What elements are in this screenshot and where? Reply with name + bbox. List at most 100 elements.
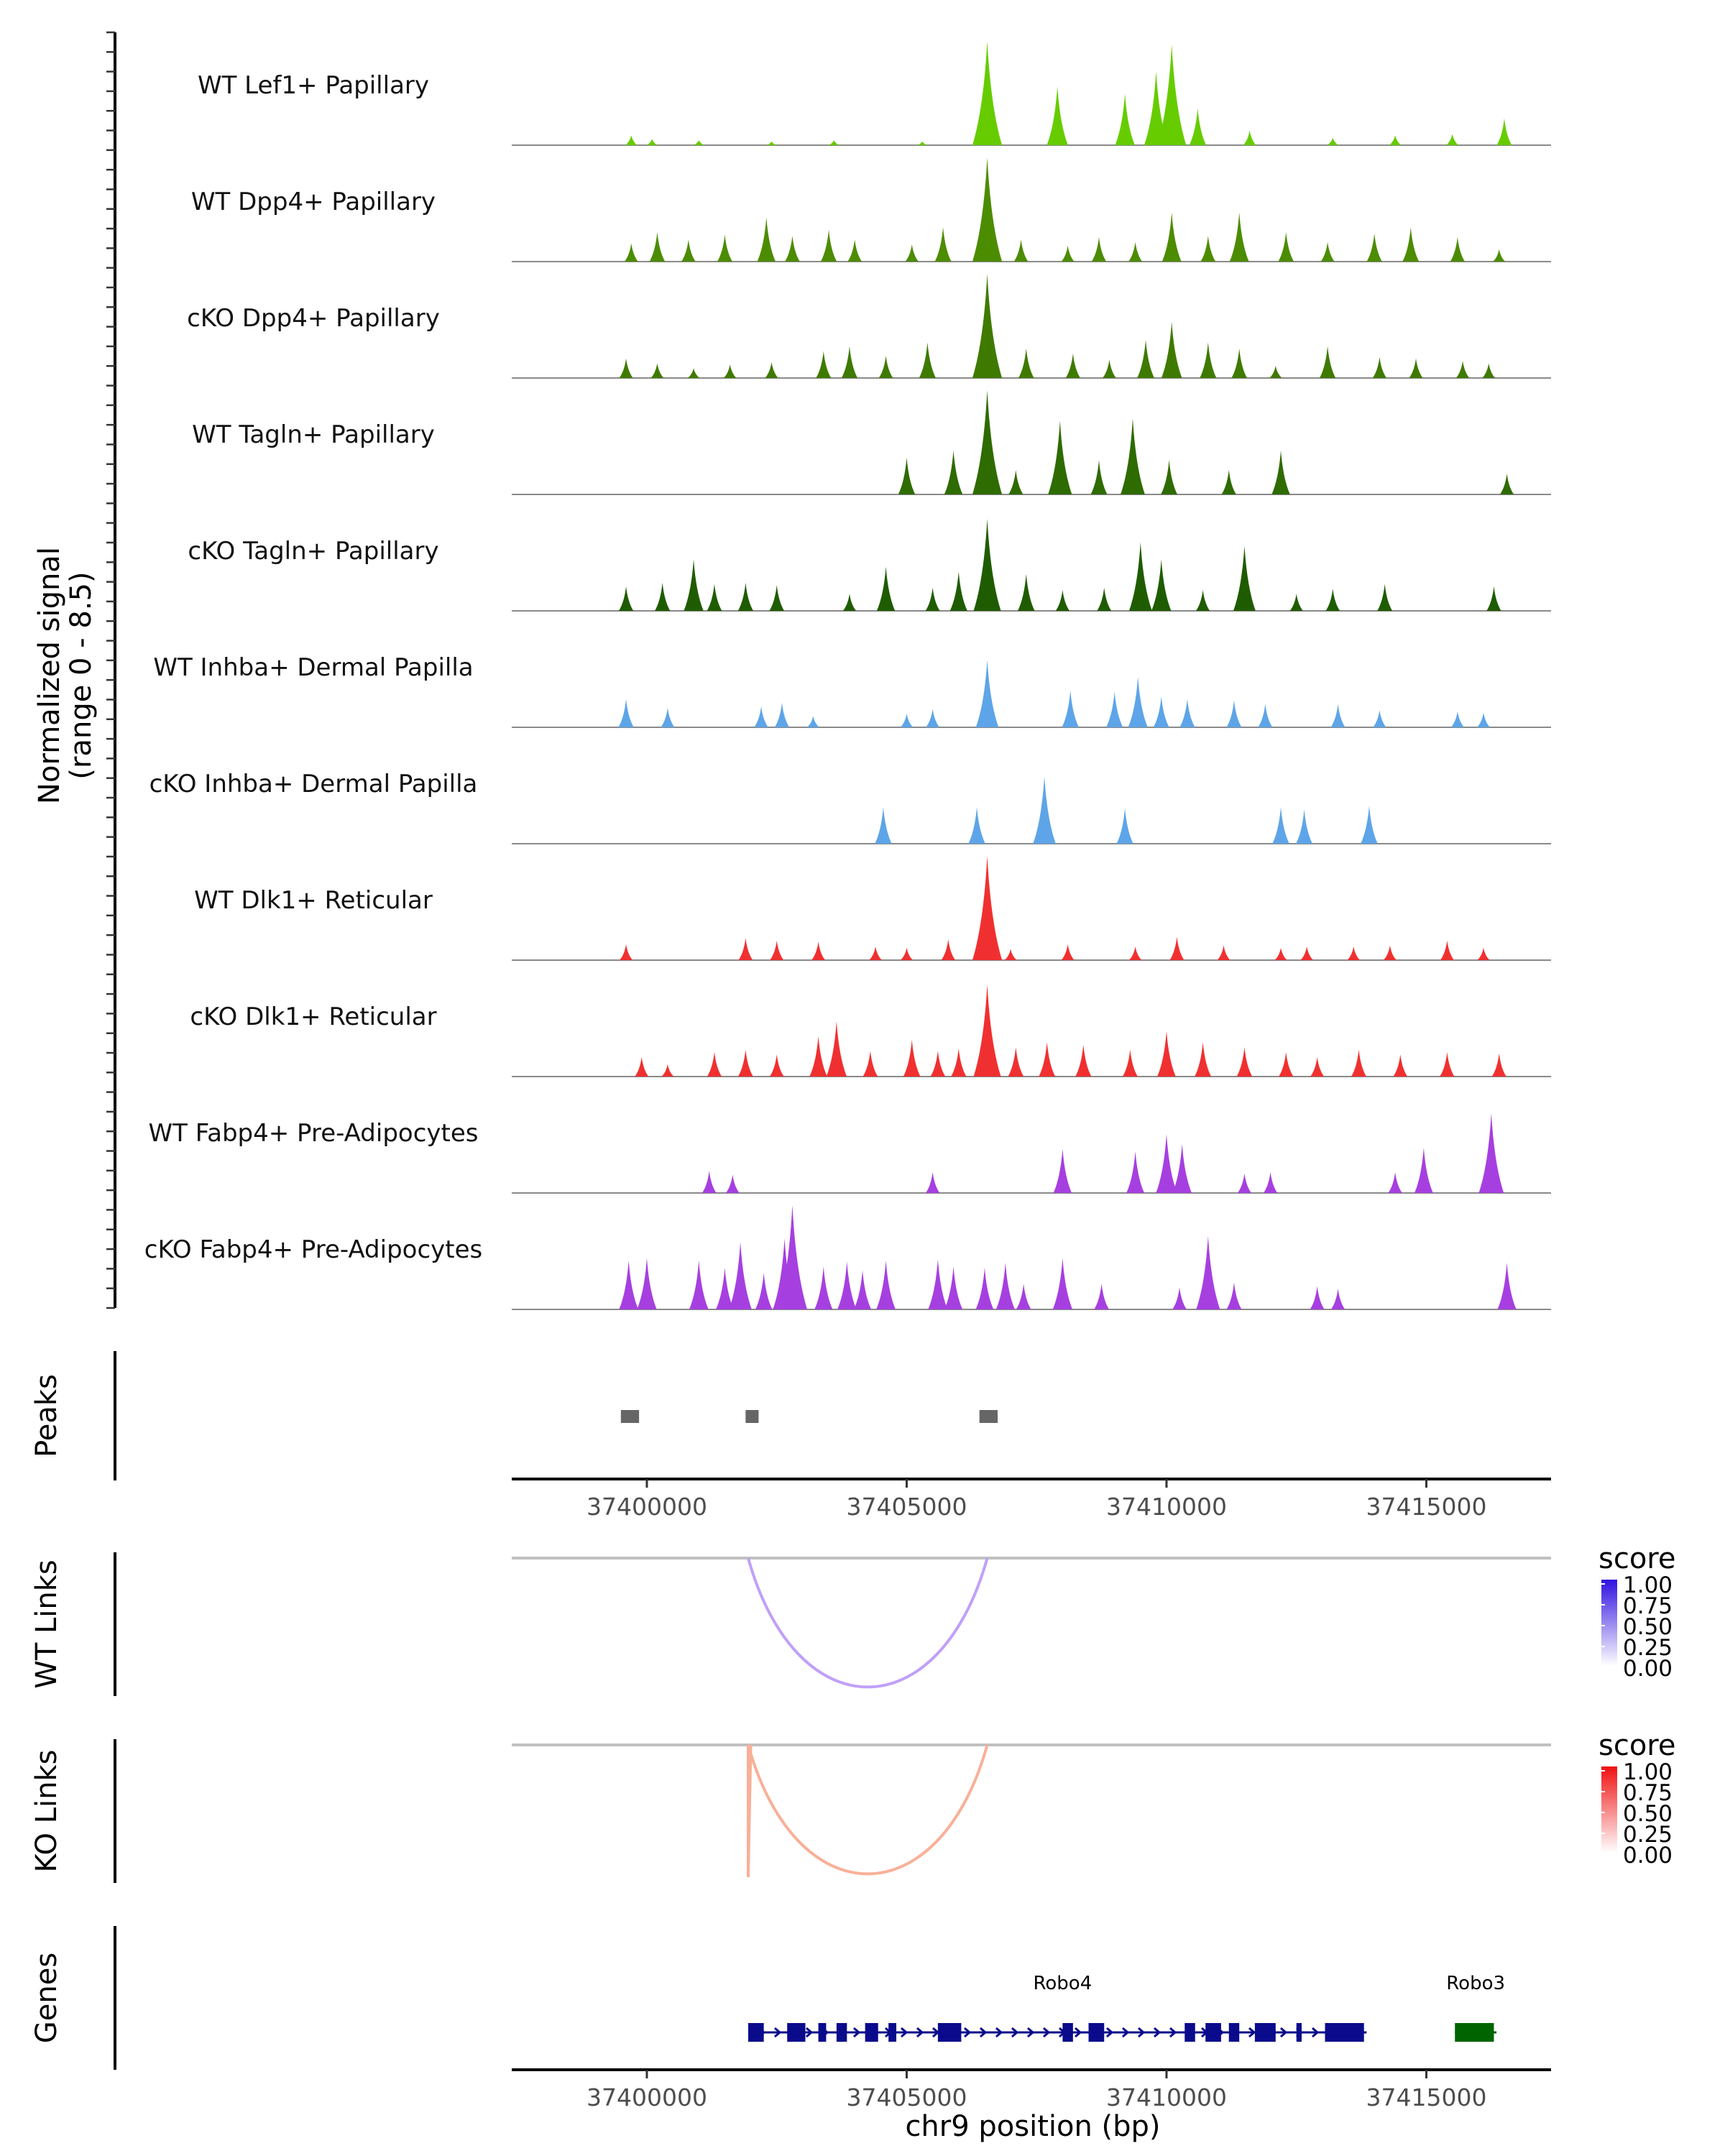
signal-peak [1172, 1143, 1192, 1193]
signal-peak [826, 1021, 847, 1077]
signal-peak [1330, 1289, 1346, 1309]
signal-peak [1237, 1173, 1251, 1193]
signal-peak [1383, 945, 1397, 960]
signal-peak [1393, 1054, 1408, 1077]
strand-arrow [1074, 2027, 1082, 2038]
signal-peak [1233, 545, 1256, 611]
signal-peak [689, 1260, 709, 1309]
track-cko-fabp4-pre-adipocytes: cKO Fabp4+ Pre-Adipocytes [144, 1205, 1551, 1310]
signal-peak [769, 585, 785, 611]
signal-peak [729, 1242, 752, 1309]
signal-peak [766, 141, 777, 145]
exon [1062, 2023, 1073, 2042]
signal-peak [1372, 357, 1387, 378]
exon [1088, 2023, 1105, 2042]
signal-peak [973, 519, 1001, 611]
legend-tick-label: 0.75 [1623, 1780, 1673, 1806]
strand-arrow [1121, 2027, 1130, 2038]
signal-peak [654, 582, 671, 611]
y-axis-label: Normalized signal(range 0 - 8.5) [33, 547, 98, 804]
signal-peak [1269, 365, 1282, 378]
signal-peak [1013, 239, 1029, 262]
signal-peak [1499, 474, 1514, 494]
legend-tick-label: 1.00 [1623, 1572, 1673, 1598]
strand-arrow [1153, 2027, 1162, 2038]
signal-peak [1327, 137, 1339, 145]
signal-peak [619, 1260, 639, 1309]
strand-arrow [1169, 2027, 1177, 2038]
signal-peak [898, 457, 916, 494]
peak-region [979, 1410, 998, 1423]
signal-peak [837, 1261, 857, 1309]
signal-peak [972, 274, 1003, 378]
signal-peak [684, 559, 704, 611]
signal-peak [1137, 340, 1155, 378]
signal-peak [876, 566, 896, 611]
signal-peak [1018, 349, 1034, 378]
signal-peak [1320, 241, 1335, 262]
legend-colorbar [1601, 1766, 1617, 1853]
signal-peak [1008, 1047, 1024, 1077]
signal-peak [707, 1051, 722, 1077]
signal-peak [1195, 590, 1210, 611]
signal-peak [1046, 86, 1068, 145]
legend-tick-label: 0.50 [1623, 1614, 1673, 1640]
track-label: WT Lef1+ Papillary [198, 71, 429, 100]
signal-peak [646, 139, 658, 145]
signal-peak [681, 239, 696, 262]
signal-peak [1128, 677, 1148, 727]
signal-peak [1229, 212, 1249, 262]
signal-peak [765, 361, 778, 378]
signal-peak [1106, 691, 1123, 727]
legend-tick-label: 0.50 [1623, 1801, 1673, 1827]
peak-region [620, 1410, 640, 1423]
signal-peak [717, 234, 732, 262]
signal-peak [1226, 700, 1242, 727]
exon [888, 2023, 897, 2042]
signal-peak [715, 1268, 734, 1309]
signal-peak [944, 450, 963, 494]
signal-peak [754, 706, 768, 727]
track-label: WT Fabp4+ Pre-Adipocytes [149, 1119, 479, 1148]
signal-peak [661, 707, 675, 727]
signal-peak [1156, 1134, 1177, 1193]
signal-peak [1061, 245, 1075, 262]
signal-peak [1122, 1049, 1138, 1077]
link-arc [746, 1744, 753, 1878]
gene-name: Robo4 [1033, 1973, 1092, 1994]
signal-peak [661, 1064, 674, 1077]
signal-peak [995, 1263, 1015, 1309]
signal-peak [1440, 940, 1454, 960]
exon [836, 2023, 847, 2042]
signal-peak [723, 364, 737, 378]
signal-peak [1377, 584, 1393, 611]
strand-arrow [995, 2027, 1003, 2038]
signal-peak [1189, 108, 1207, 145]
signal-peak [650, 363, 664, 378]
signal-peak [1366, 233, 1382, 262]
signal-peak [1388, 1172, 1402, 1193]
x-tick-label: 37405000 [846, 2083, 967, 2111]
strand-arrow [1279, 2027, 1288, 2038]
signal-peak [1446, 134, 1459, 145]
signal-peak [1450, 711, 1464, 727]
signal-peak [1179, 699, 1195, 727]
signal-peak [973, 985, 1001, 1077]
signal-peak [1330, 704, 1346, 727]
signal-peak [1347, 946, 1361, 960]
signal-peak [1482, 363, 1496, 378]
track-wt-fabp4-pre-adipocytes: WT Fabp4+ Pre-Adipocytes [149, 1113, 1551, 1194]
signal-peak [841, 346, 858, 378]
strand-arrow [1105, 2027, 1114, 2038]
signal-peak [925, 1172, 940, 1193]
exon [1325, 2023, 1364, 2042]
signal-peak [1126, 1151, 1145, 1193]
legend-title: score [1598, 1542, 1675, 1575]
genes-panel: Genes Robo4 Robo3 37400000 37405000 37410000 3… [30, 1926, 1551, 2111]
signal-peak [814, 1266, 833, 1309]
signal-peak [1097, 587, 1112, 611]
signal-peak [635, 1056, 649, 1077]
signal-peak [1360, 806, 1378, 844]
